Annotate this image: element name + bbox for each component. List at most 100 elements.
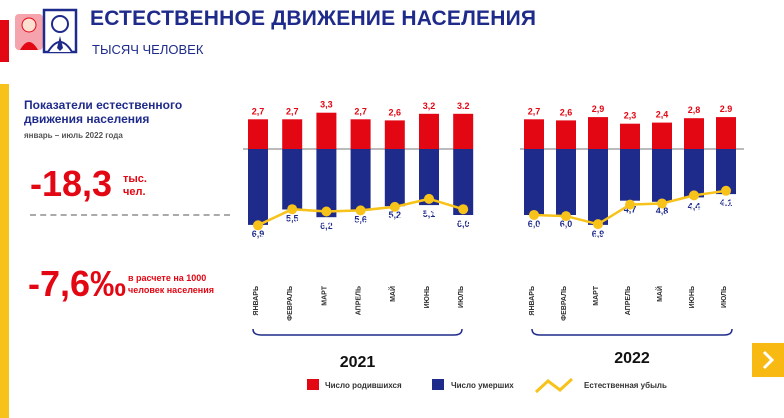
deaths-bar [652,149,672,202]
month-tick-label: ФЕВРАЛЬ [287,286,294,321]
births-bar [248,119,268,149]
deaths-data-label: 5,1 [423,209,436,219]
accent-bar-yellow [0,84,9,418]
legend-deaths-label: Число умерших [451,381,514,390]
decline-data-label: -1,6 [686,203,702,213]
month-tick-label: ЯНВАРЬ [529,286,536,316]
deaths-bar [556,149,576,215]
decline-point [625,199,635,210]
deaths-data-label: 6,9 [252,229,265,239]
deaths-data-label: 6,0 [560,219,573,229]
deaths-bar [350,149,371,211]
births-bar [556,120,576,149]
legend-deaths-swatch [432,379,444,390]
births-bar [588,117,608,149]
decline-point [389,201,400,212]
month-tick-label: МАЙ [388,286,397,302]
decline-point [561,211,571,222]
divider [30,214,230,216]
decline-data-label: -3,4 [558,224,574,234]
births-bar [453,113,474,149]
chevron-right-icon [762,350,775,370]
decline-data-label: -4,2 [250,233,266,243]
births-data-label: 2,6 [389,107,402,117]
births-data-label: 2,7 [354,106,367,116]
accent-bar-red [0,20,9,62]
month-tick-label: ИЮНЬ [689,286,696,308]
births-bar [620,123,640,149]
decline-data-label: -4,1 [590,232,606,242]
births-data-label: 2,7 [252,106,265,116]
births-data-label: 2,6 [560,107,573,117]
deaths-bar [384,149,405,207]
year-bracket [531,328,733,336]
deaths-bar [248,149,268,225]
births-bar [652,122,672,149]
deaths-bar [453,149,474,215]
month-tick-label: ИЮЛЬ [721,286,728,308]
month-tick-label: ИЮНЬ [424,286,431,308]
deaths-data-label: 6,0 [457,219,470,229]
births-data-label: 2,7 [528,106,541,116]
month-tick-label: АПРЕЛЬ [625,286,632,315]
deaths-bar [620,149,640,201]
births-data-label: 2,7 [286,106,299,116]
year-bracket [252,328,463,336]
legend-decline-swatch [534,377,574,394]
births-bar [684,118,704,149]
decline-data-label: -2,4 [622,213,638,223]
births-data-label: 3,3 [320,100,333,110]
deaths-data-label: 4,8 [656,206,669,216]
deaths-data-label: 6,9 [592,229,605,239]
births-bar [350,119,371,149]
panel-heading: Показатели естественного движения населе… [24,98,183,126]
month-tick-label: ЯНВАРЬ [253,286,260,316]
deaths-data-label: 6,2 [320,221,333,231]
page-subtitle: ТЫСЯЧ ЧЕЛОВЕК [92,42,204,57]
decline-data-label: -2,3 [654,211,670,221]
births-data-label: 2,3 [624,111,637,121]
decline-point [593,219,603,230]
next-slide-button[interactable] [752,343,784,377]
decline-data-label: -3,3 [526,223,542,233]
month-tick-label: АПРЕЛЬ [356,286,363,315]
page-title: ЕСТЕСТВЕННОЕ ДВИЖЕНИЕ НАСЕЛЕНИЯ [90,7,537,30]
decline-point [458,204,469,215]
decline-data-label: -1,9 [421,207,437,217]
month-tick-label: МАРТ [321,285,328,305]
deaths-bar [282,149,303,210]
family-logo-icon [15,8,78,54]
births-bar [384,120,405,149]
year-label: 2022 [614,350,650,367]
deaths-bar [316,149,337,218]
year-label: 2021 [340,354,376,371]
legend-decline-label: Естественная убыль [584,381,667,390]
births-data-label: 2,9 [592,104,605,114]
legend-births-swatch [307,379,319,390]
deaths-bar [419,149,439,206]
births-data-label: 3,2 [423,101,436,111]
deaths-data-label: 4,7 [624,205,637,215]
natural-decline-total-value: -18,3 [30,163,113,204]
decline-point [321,206,332,217]
deaths-data-label: 6,0 [528,219,541,229]
births-data-label: 2.9 [720,104,733,114]
panel-period: январь – июль 2022 года [24,131,123,140]
decline-point [689,190,699,201]
deaths-data-label: 4.1 [720,198,733,208]
natural-decline-rate-value: -7,6‰ [28,263,127,304]
births-data-label: 2,8 [688,105,701,115]
decline-point [253,220,263,231]
decline-point [657,198,667,209]
decline-point [721,185,731,196]
deaths-bar [684,149,704,198]
deaths-data-label: 5,2 [389,210,402,220]
decline-point [355,205,366,216]
deaths-data-label: 5,6 [354,215,367,225]
decline-data-label: -2,6 [387,215,403,225]
decline-point [287,204,298,215]
natural-decline-rate-unit: в расчете на 1000 человек населения [128,273,215,295]
births-data-label: 3.2 [457,101,470,111]
month-tick-label: МАРТ [593,285,600,305]
